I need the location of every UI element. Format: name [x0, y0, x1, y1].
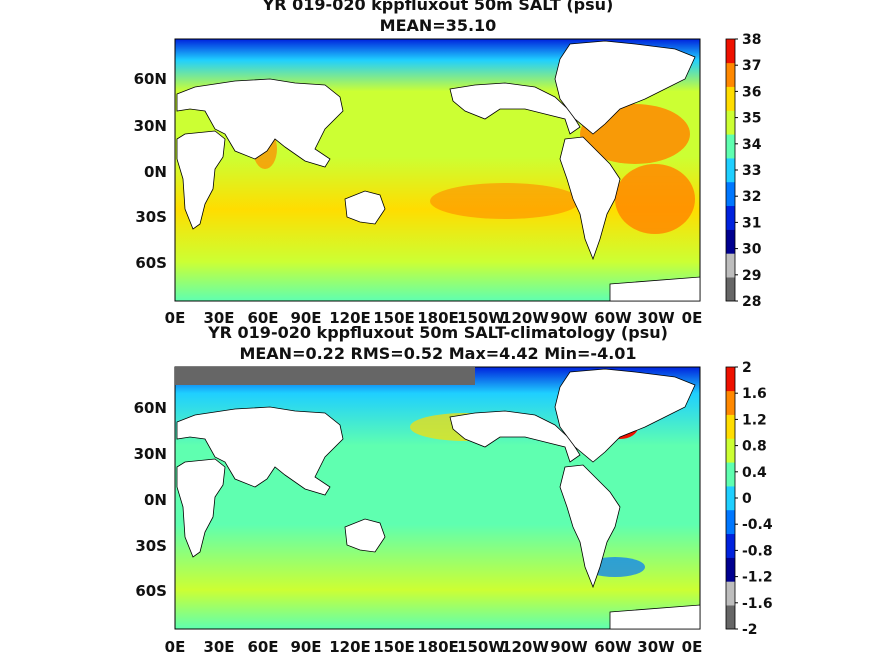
- colorbar-tick-label: 35: [742, 111, 761, 127]
- lat-tick-30n: 30N: [134, 117, 167, 135]
- colorbar-swatch: [726, 205, 735, 230]
- colorbar-tick-label: 1.2: [742, 412, 767, 428]
- lon-tick: 30W: [637, 638, 675, 656]
- colorbar-swatch: [726, 533, 735, 558]
- colorbar-swatch: [726, 486, 735, 511]
- colorbar-tick-label: 29: [742, 268, 761, 284]
- colorbar-swatch: [726, 253, 735, 278]
- lat-tick-60n: 60N: [134, 70, 167, 88]
- lon-tick: 90W: [550, 638, 588, 656]
- lon-tick: 120E: [329, 638, 371, 656]
- lon-tick: 60W: [594, 309, 632, 327]
- lon-tick: 30E: [203, 309, 234, 327]
- colorbar-tick-label: -2: [742, 622, 758, 638]
- colorbar-swatch: [726, 367, 735, 392]
- panel-1-colorbar: 38 37 36 35 34 33 32 31 30 29 28: [725, 32, 762, 310]
- lon-tick: 30E: [203, 638, 234, 656]
- lon-tick: 90W: [550, 309, 588, 327]
- colorbar-swatch: [726, 181, 735, 207]
- lon-tick: 90E: [290, 309, 321, 327]
- lon-tick: 0E: [682, 638, 703, 656]
- lon-tick: 90E: [290, 638, 321, 656]
- colorbar-tick-label: 32: [742, 189, 761, 205]
- colorbar-tick-label: 37: [742, 58, 761, 74]
- colorbar-swatch: [726, 462, 735, 487]
- lat-tick-0n: 0N: [144, 163, 167, 181]
- lon-tick: 120W: [501, 638, 549, 656]
- colorbar-swatch: [726, 134, 735, 159]
- colorbar-swatch: [726, 86, 735, 111]
- colorbar-swatch: [726, 414, 735, 439]
- lat-tick-60n: 60N: [134, 399, 167, 417]
- colorbar-tick-label: -0.8: [742, 543, 773, 559]
- colorbar-tick-label: 33: [742, 163, 761, 179]
- colorbar-tick-label: 34: [742, 137, 762, 153]
- lat-tick-30n: 30N: [134, 445, 167, 463]
- panel-2-subtitle: MEAN=0.22 RMS=0.52 Max=4.42 Min=-4.01: [239, 344, 636, 363]
- colorbar-tick-label: 2: [742, 360, 752, 376]
- panel-2-salinity-anomaly: YR 019-020 kppfluxout 50m SALT-climatolo…: [134, 323, 773, 656]
- panel-2-map: [174, 366, 701, 630]
- lat-tick-60s: 60S: [135, 254, 167, 272]
- panel-1-subtitle: MEAN=35.10: [380, 16, 497, 35]
- panel-2-lon-ticks: 0E 30E 60E 90E 120E 150E 180E 150W 120W …: [165, 638, 703, 656]
- lon-tick: 180E: [417, 309, 459, 327]
- lon-tick: 120E: [329, 309, 371, 327]
- colorbar-swatch: [726, 158, 735, 183]
- colorbar-swatch: [726, 438, 735, 463]
- lat-tick-30s: 30S: [135, 537, 167, 555]
- colorbar-tick-label: 36: [742, 84, 761, 100]
- colorbar-swatch: [726, 509, 735, 535]
- panel-1-lon-ticks: 0E 30E 60E 90E 120E 150E 180E 150W 120W …: [165, 309, 703, 327]
- colorbar-swatch: [726, 581, 735, 606]
- colorbar-tick-label: 1.6: [742, 386, 767, 402]
- colorbar-tick-label: 0.8: [742, 439, 767, 455]
- colorbar-swatch: [726, 277, 735, 302]
- colorbar-tick-label: 38: [742, 32, 761, 48]
- colorbar-tick-label: 0.4: [742, 465, 767, 481]
- lon-tick: 0E: [682, 309, 703, 327]
- panel-1-salinity: YR 019-020 kppfluxout 50m SALT (psu) MEA…: [134, 0, 762, 327]
- colorbar-swatch: [726, 390, 735, 415]
- lon-tick: 150W: [457, 638, 505, 656]
- colorbar-tick-label: -1.6: [742, 596, 773, 612]
- colorbar-tick-label: 0: [742, 491, 752, 507]
- colorbar-swatch: [726, 110, 735, 135]
- lat-tick-30s: 30S: [135, 208, 167, 226]
- panel-1-title: YR 019-020 kppfluxout 50m SALT (psu): [262, 0, 614, 14]
- lon-tick: 60W: [594, 638, 632, 656]
- lon-tick: 60E: [247, 638, 278, 656]
- colorbar-tick-label: -1.2: [742, 570, 773, 586]
- panel-2-colorbar: 2 1.6 1.2 0.8 0.4 0 -0.4 -0.8 -1.2 -1.6 -2: [725, 360, 773, 638]
- lon-tick: 30W: [637, 309, 675, 327]
- panel-2-title: YR 019-020 kppfluxout 50m SALT-climatolo…: [207, 323, 668, 342]
- lon-tick: 60E: [247, 309, 278, 327]
- lon-tick: 0E: [165, 638, 186, 656]
- colorbar-tick-label: 31: [742, 215, 761, 231]
- colorbar-tick-label: -0.4: [742, 517, 773, 533]
- panel-2-lat-ticks: 60N 30N 0N 30S 60S: [134, 399, 167, 600]
- colorbar-tick-label: 28: [742, 294, 761, 310]
- lon-tick: 180E: [417, 638, 459, 656]
- colorbar-swatch: [726, 39, 735, 64]
- lon-tick: 0E: [165, 309, 186, 327]
- colorbar-swatch: [726, 557, 735, 582]
- panel-1-map: [174, 38, 701, 302]
- lon-tick: 150E: [373, 638, 415, 656]
- colorbar-swatch: [726, 605, 735, 630]
- lon-tick: 120W: [501, 309, 549, 327]
- lon-tick: 150W: [457, 309, 505, 327]
- panel-1-lat-ticks: 60N 30N 0N 30S 60S: [134, 70, 167, 272]
- lat-tick-60s: 60S: [135, 582, 167, 600]
- lat-tick-0n: 0N: [144, 491, 167, 509]
- colorbar-tick-label: 30: [742, 242, 762, 258]
- colorbar-swatch: [726, 229, 735, 254]
- lon-tick: 150E: [373, 309, 415, 327]
- colorbar-swatch: [726, 62, 735, 87]
